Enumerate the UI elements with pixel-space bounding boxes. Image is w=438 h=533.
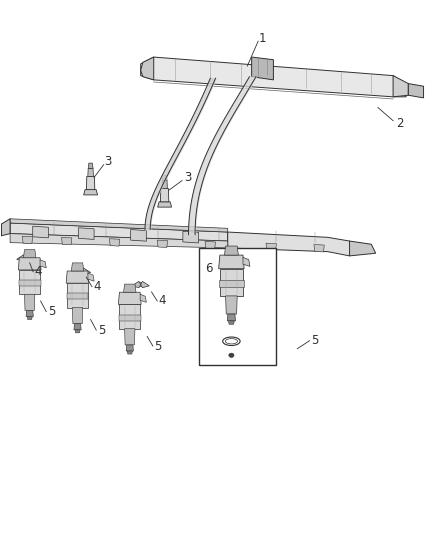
Polygon shape [141, 57, 406, 97]
Polygon shape [220, 269, 243, 296]
Text: 4: 4 [93, 280, 101, 293]
Polygon shape [224, 246, 238, 255]
Polygon shape [73, 268, 82, 274]
Polygon shape [183, 231, 198, 243]
Polygon shape [88, 273, 94, 281]
Polygon shape [408, 84, 424, 98]
Polygon shape [119, 314, 141, 321]
Polygon shape [314, 245, 324, 252]
Polygon shape [127, 351, 132, 354]
Polygon shape [205, 241, 215, 249]
Polygon shape [126, 345, 134, 351]
Polygon shape [75, 330, 80, 333]
Polygon shape [350, 241, 376, 256]
Polygon shape [393, 76, 408, 97]
Polygon shape [157, 240, 168, 247]
Polygon shape [33, 226, 48, 238]
Polygon shape [10, 233, 228, 248]
Polygon shape [72, 308, 83, 324]
Text: 5: 5 [311, 334, 318, 347]
Polygon shape [82, 268, 91, 274]
Ellipse shape [229, 353, 234, 358]
Polygon shape [67, 293, 88, 300]
Polygon shape [124, 284, 136, 292]
Polygon shape [10, 219, 228, 232]
Ellipse shape [221, 296, 226, 300]
Polygon shape [219, 280, 244, 287]
Text: 4: 4 [159, 294, 166, 308]
Polygon shape [140, 294, 146, 302]
Ellipse shape [176, 230, 193, 241]
Polygon shape [67, 283, 88, 308]
Polygon shape [1, 219, 10, 236]
Ellipse shape [187, 235, 194, 239]
Ellipse shape [38, 230, 44, 234]
Polygon shape [124, 329, 135, 345]
Polygon shape [25, 294, 35, 311]
Polygon shape [86, 176, 95, 190]
Polygon shape [84, 190, 98, 195]
Polygon shape [162, 181, 167, 189]
Ellipse shape [135, 233, 141, 238]
Text: 4: 4 [244, 305, 251, 318]
Polygon shape [223, 295, 232, 301]
Ellipse shape [80, 269, 84, 273]
Text: 5: 5 [48, 305, 55, 318]
Text: 5: 5 [98, 324, 105, 337]
Polygon shape [22, 236, 33, 244]
Text: 5: 5 [254, 334, 262, 347]
Polygon shape [219, 255, 244, 269]
Text: 2: 2 [396, 117, 403, 130]
Polygon shape [19, 270, 40, 294]
Polygon shape [24, 249, 36, 258]
Polygon shape [226, 296, 237, 314]
Polygon shape [120, 304, 140, 329]
Polygon shape [10, 223, 228, 241]
Polygon shape [266, 243, 276, 251]
Polygon shape [252, 57, 273, 80]
Polygon shape [110, 239, 120, 246]
Polygon shape [229, 321, 234, 324]
Text: 5: 5 [154, 340, 162, 352]
Text: 1: 1 [259, 32, 266, 45]
Polygon shape [25, 255, 34, 261]
Polygon shape [215, 295, 223, 301]
Text: 3: 3 [184, 171, 191, 184]
Polygon shape [88, 168, 93, 176]
Bar [199, 248, 276, 365]
Polygon shape [88, 163, 93, 168]
Polygon shape [74, 324, 81, 330]
Polygon shape [228, 232, 358, 256]
Polygon shape [18, 258, 41, 270]
Polygon shape [132, 281, 141, 288]
Polygon shape [19, 280, 41, 286]
Polygon shape [162, 175, 167, 181]
Polygon shape [26, 311, 33, 317]
Polygon shape [160, 189, 169, 202]
Polygon shape [66, 271, 89, 283]
Polygon shape [141, 57, 154, 80]
Ellipse shape [23, 256, 28, 260]
Polygon shape [158, 202, 172, 207]
Polygon shape [61, 237, 72, 245]
Text: 6: 6 [205, 262, 213, 276]
Polygon shape [131, 230, 146, 241]
Polygon shape [78, 228, 94, 239]
Ellipse shape [138, 282, 143, 287]
Polygon shape [118, 292, 141, 304]
Polygon shape [141, 281, 149, 288]
Polygon shape [227, 314, 236, 321]
Ellipse shape [83, 231, 89, 236]
Polygon shape [27, 317, 32, 320]
Polygon shape [17, 255, 25, 261]
Polygon shape [71, 263, 84, 271]
Text: 4: 4 [35, 265, 42, 278]
Polygon shape [0, 224, 1, 239]
Polygon shape [243, 257, 250, 266]
Text: 3: 3 [104, 155, 112, 168]
Polygon shape [40, 260, 46, 268]
